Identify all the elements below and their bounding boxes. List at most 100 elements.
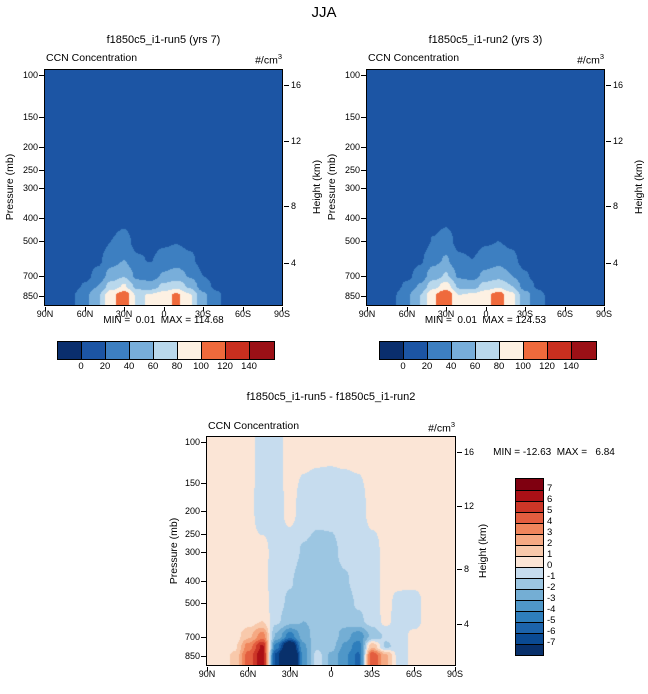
colorbar-segment bbox=[106, 342, 130, 359]
colorbar-tick-label: -6 bbox=[547, 626, 556, 637]
height-tick-label: 12 bbox=[613, 136, 624, 146]
colorbar-segment bbox=[250, 342, 274, 359]
latitude-tick-label: 0 bbox=[328, 669, 334, 679]
latitude-tick-label: 60S bbox=[234, 309, 251, 319]
colorbar-tick-label: -4 bbox=[547, 604, 556, 615]
latitude-tick-label: 90S bbox=[595, 309, 612, 319]
height-tick bbox=[606, 85, 611, 86]
units-exponent: 3 bbox=[599, 52, 604, 61]
units-base: #/cm bbox=[255, 54, 278, 67]
latitude-tick-label: 60N bbox=[239, 669, 257, 679]
pressure-tick bbox=[361, 147, 366, 148]
pressure-tick-label: 400 bbox=[344, 213, 360, 223]
latitude-tick-label: 30N bbox=[115, 309, 133, 319]
latitude-tick-label: 90S bbox=[273, 309, 290, 319]
units-exponent: 3 bbox=[450, 420, 455, 429]
field-label-run2: CCN Concentration bbox=[368, 52, 460, 64]
pressure-tick bbox=[201, 656, 206, 657]
pressure-tick bbox=[39, 188, 44, 189]
height-tick-label: 12 bbox=[464, 501, 475, 511]
pressure-tick-label: 850 bbox=[22, 291, 38, 301]
colorbar-segment bbox=[516, 589, 543, 600]
latitude-tick bbox=[243, 307, 244, 311]
pressure-tick-label: 150 bbox=[184, 478, 200, 488]
colorbar-tick-label: 120 bbox=[217, 361, 233, 372]
colorbar-segment bbox=[516, 512, 543, 523]
latitude-tick bbox=[290, 667, 291, 671]
height-tick bbox=[284, 263, 289, 264]
colorbar-segment bbox=[58, 342, 82, 359]
colorbar-tick-label: 20 bbox=[421, 361, 433, 372]
colorbar-tick-label: 120 bbox=[539, 361, 555, 372]
field-label-run5: CCN Concentration bbox=[46, 52, 138, 64]
panel-title-diff: f1850c5_i1-run5 - f1850c5_i1-run2 bbox=[246, 391, 416, 403]
latitude-tick bbox=[446, 307, 447, 311]
colorbar-segment bbox=[548, 342, 572, 359]
units-label-run2: #/cm3 bbox=[367, 52, 604, 67]
pressure-tick bbox=[39, 117, 44, 118]
height-tick bbox=[457, 506, 462, 507]
colorbar-segment bbox=[178, 342, 202, 359]
contour-plot-diff bbox=[206, 436, 456, 666]
height-tick-label: 4 bbox=[464, 619, 470, 629]
pressure-tick-label: 500 bbox=[344, 236, 360, 246]
pressure-tick bbox=[39, 276, 44, 277]
colorbar-tick-label: 0 bbox=[400, 361, 406, 372]
contour-plot-run5 bbox=[44, 69, 283, 306]
height-tick-label: 16 bbox=[464, 447, 475, 457]
pressure-tick-label: 300 bbox=[184, 547, 200, 557]
colorbar-tick-label: -5 bbox=[547, 615, 556, 626]
colorbar-tick-label: 140 bbox=[241, 361, 257, 372]
pressure-tick-label: 700 bbox=[184, 632, 200, 642]
colorbar bbox=[515, 478, 544, 656]
latitude-tick-label: 90N bbox=[36, 309, 54, 319]
height-tick bbox=[457, 569, 462, 570]
colorbar-segment bbox=[516, 611, 543, 622]
colorbar-tick-label: 3 bbox=[547, 527, 553, 538]
latitude-tick bbox=[604, 307, 605, 311]
colorbar-segment bbox=[82, 342, 106, 359]
latitude-tick bbox=[331, 667, 332, 671]
colorbar-segment bbox=[226, 342, 250, 359]
colorbar-segment bbox=[476, 342, 500, 359]
colorbar-segment bbox=[516, 501, 543, 512]
latitude-tick-label: 90N bbox=[198, 669, 216, 679]
pressure-tick-label: 250 bbox=[184, 529, 200, 539]
colorbar-segment bbox=[516, 545, 543, 556]
colorbar-segment bbox=[516, 523, 543, 534]
colorbar-segment bbox=[452, 342, 476, 359]
field-label-diff: CCN Concentration bbox=[208, 420, 300, 432]
height-tick bbox=[457, 452, 462, 453]
colorbar-tick-label: 1 bbox=[547, 549, 553, 560]
height-axis-label-run2: Height (km) bbox=[633, 159, 645, 215]
pressure-tick bbox=[201, 603, 206, 604]
latitude-tick-label: 30N bbox=[437, 309, 455, 319]
height-tick bbox=[284, 206, 289, 207]
height-tick bbox=[606, 206, 611, 207]
pressure-tick bbox=[201, 442, 206, 443]
height-tick-label: 16 bbox=[613, 80, 624, 90]
latitude-tick-label: 60N bbox=[398, 309, 416, 319]
colorbar bbox=[57, 341, 275, 360]
latitude-tick bbox=[367, 307, 368, 311]
units-base: #/cm bbox=[577, 54, 600, 67]
pressure-tick-label: 850 bbox=[184, 651, 200, 661]
pressure-tick-label: 100 bbox=[22, 70, 38, 80]
colorbar-segment bbox=[516, 600, 543, 611]
units-label-diff: #/cm3 bbox=[207, 420, 455, 435]
height-tick-label: 12 bbox=[291, 136, 302, 146]
latitude-tick bbox=[45, 307, 46, 311]
latitude-tick-label: 0 bbox=[483, 309, 489, 319]
latitude-tick bbox=[486, 307, 487, 311]
latitude-tick bbox=[203, 307, 204, 311]
colorbar-tick-label: 100 bbox=[193, 361, 209, 372]
height-tick-label: 4 bbox=[613, 258, 619, 268]
colorbar-tick-label: 0 bbox=[547, 560, 553, 571]
colorbar-segment bbox=[516, 644, 543, 655]
latitude-tick-label: 90S bbox=[446, 669, 463, 679]
height-tick bbox=[457, 624, 462, 625]
minmax-diff: MIN = -12.63 MAX = 6.84 bbox=[493, 447, 615, 458]
pressure-tick-label: 700 bbox=[22, 271, 38, 281]
latitude-tick bbox=[124, 307, 125, 311]
minmax-run5: MIN = 0.01 MAX = 114.68 bbox=[103, 315, 224, 326]
